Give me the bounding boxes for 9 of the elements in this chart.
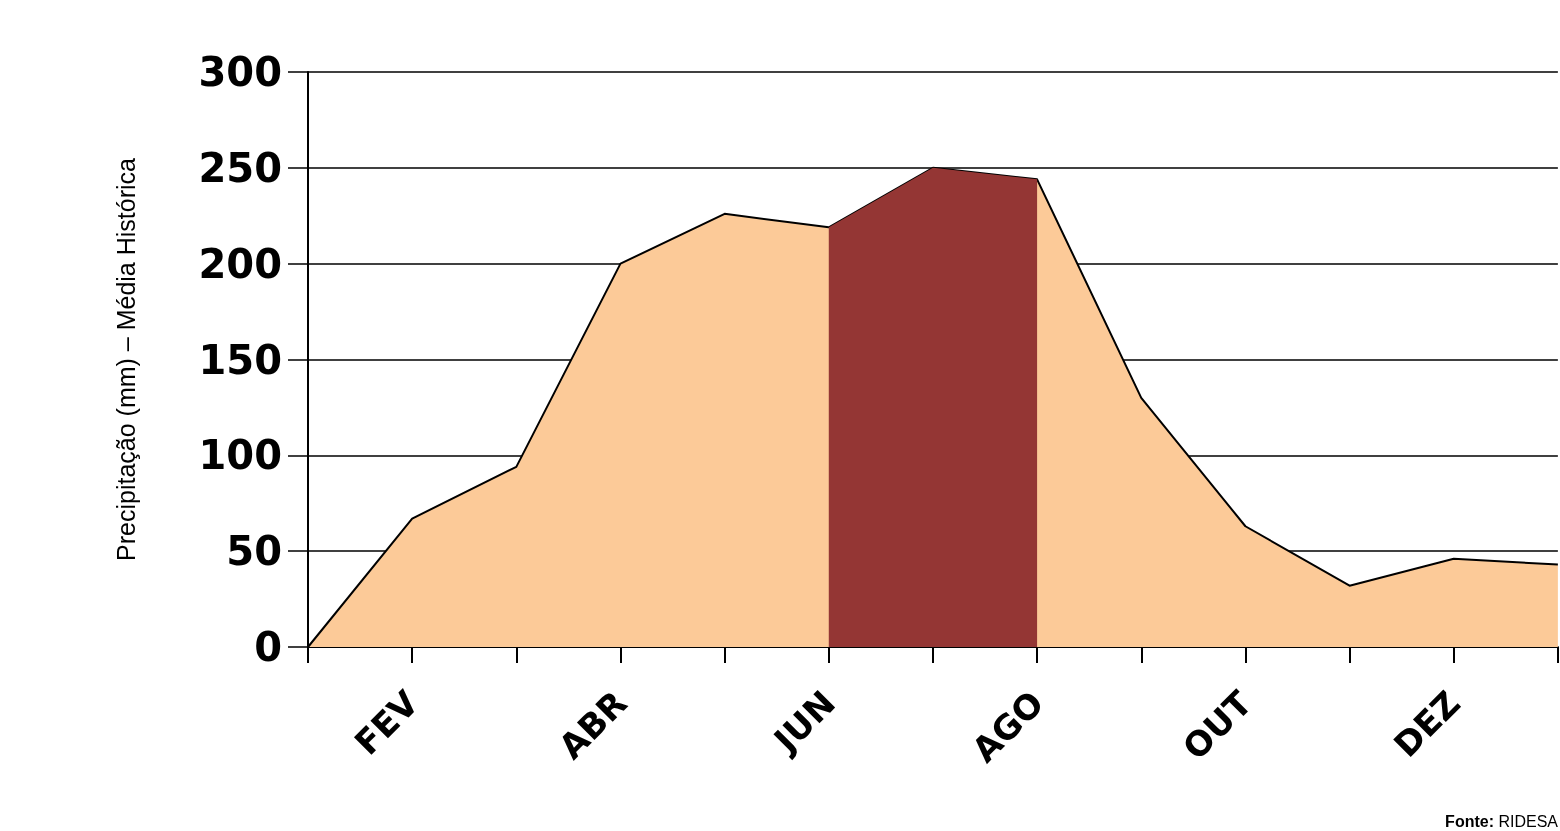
y-tick-label: 300: [198, 49, 282, 95]
y-tick-label: 100: [198, 432, 282, 479]
y-axis-title: Precipitação (mm) – Média Histórica: [111, 157, 140, 561]
y-tick-label: 150: [198, 336, 282, 383]
y-tick-label: 0: [254, 624, 282, 670]
y-tick-label: 200: [198, 240, 282, 287]
source-note: Fonte: RIDESA: [1445, 812, 1559, 830]
y-tick-label: 50: [226, 528, 282, 575]
y-tick-label: 250: [198, 144, 282, 191]
